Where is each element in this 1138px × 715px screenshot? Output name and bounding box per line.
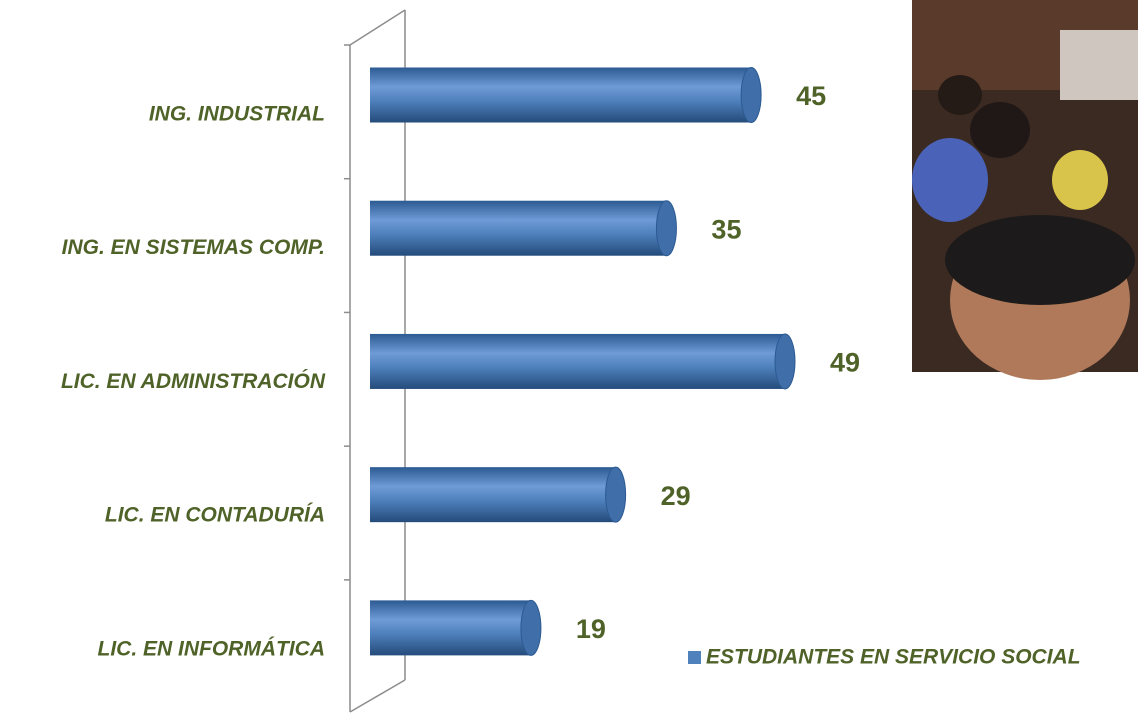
value-label: 19 [576, 614, 606, 644]
legend-swatch [688, 651, 701, 664]
bar [370, 600, 531, 656]
bar-end-cap [655, 200, 677, 257]
legend: ESTUDIANTES EN SERVICIO SOCIAL [688, 646, 1081, 669]
bar [370, 467, 616, 523]
category-label: ING. INDUSTRIAL [149, 102, 325, 125]
category-label: ING. EN SISTEMAS COMP. [62, 236, 325, 259]
bar-end-cap [520, 599, 542, 656]
bar-end-cap [605, 466, 627, 523]
photo [912, 0, 1138, 380]
bar-end-cap [774, 333, 796, 390]
value-label: 29 [661, 481, 691, 511]
value-label: 45 [796, 81, 826, 111]
bar [370, 200, 667, 256]
category-label: LIC. EN ADMINISTRACIÓN [61, 369, 326, 393]
category-label: LIC. EN INFORMÁTICA [98, 637, 325, 660]
value-label: 49 [830, 348, 860, 378]
value-label: 35 [711, 214, 741, 244]
bar [370, 67, 752, 123]
legend-label: ESTUDIANTES EN SERVICIO SOCIAL [706, 646, 1081, 669]
bar [370, 333, 785, 389]
bar-end-cap [740, 67, 762, 123]
category-label: LIC. EN CONTADURÍA [105, 504, 325, 527]
